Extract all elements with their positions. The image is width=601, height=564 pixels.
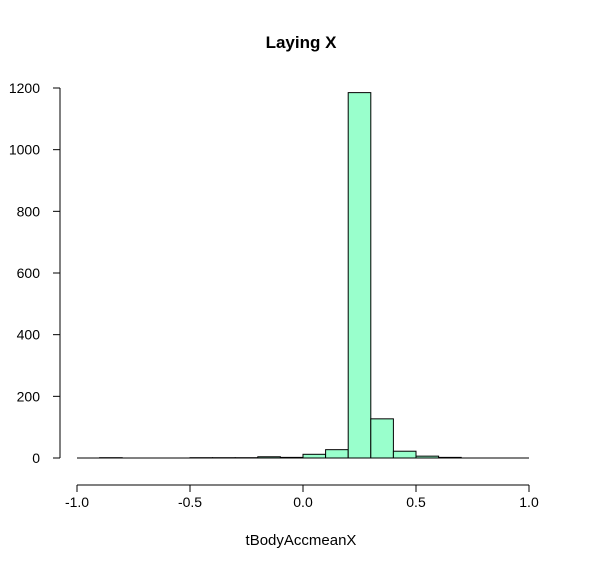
x-tick-label: 0.0 [293, 494, 313, 510]
y-tick-label: 400 [17, 327, 41, 343]
histogram-bar [392, 450, 417, 459]
y-axis: 0 200 400 600 800 1000 1200 [9, 80, 61, 466]
histogram-bar [302, 453, 327, 459]
x-tick-label: 1.0 [519, 494, 539, 510]
y-tick-label: 1200 [9, 80, 40, 96]
y-tick-label: 600 [17, 265, 41, 281]
y-tick-label: 200 [17, 388, 41, 404]
x-axis: -1.0 -0.5 0.0 0.5 1.0 [65, 484, 539, 510]
y-tick-label: 1000 [9, 142, 40, 158]
x-tick-label: -0.5 [178, 494, 202, 510]
x-tick-label: -1.0 [65, 494, 89, 510]
y-tick-label: 0 [32, 450, 40, 466]
x-tick-label: 0.5 [406, 494, 426, 510]
chart-title: Laying X [266, 33, 338, 52]
y-tick-label: 800 [17, 203, 41, 219]
histogram-bar [325, 449, 349, 459]
bars-group [99, 92, 462, 459]
histogram-bar [370, 418, 394, 459]
histogram-bar [347, 92, 372, 459]
x-axis-label: tBodyAccmeanX [246, 532, 357, 549]
